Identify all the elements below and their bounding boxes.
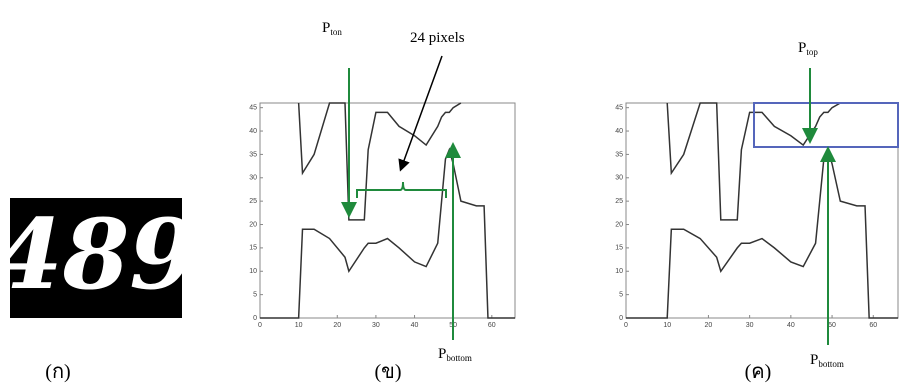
x-tick-label: 50: [828, 322, 836, 329]
x-tick-label: 40: [787, 322, 795, 329]
y-tick-label: 20: [249, 221, 257, 228]
figure: 0 5 10 15 20 25 30 35 40 45 0 10 20 30 40 50 60 0 5 10 15 20 2…: [0, 0, 907, 389]
x-tick-label: 30: [746, 322, 754, 329]
y-tick-label: 30: [249, 175, 257, 182]
x-tick-label: 60: [488, 322, 496, 329]
x-tick-label: 10: [663, 322, 671, 329]
caption: (ค): [745, 361, 772, 383]
y-tick-label: 40: [615, 128, 623, 135]
plot-frame: [260, 103, 515, 318]
annotation: Pton: [322, 20, 342, 37]
x-tick-label: 0: [258, 322, 262, 329]
y-tick-label: 35: [249, 151, 257, 158]
image-text: 489: [0, 198, 196, 311]
annotation: Pbottom: [438, 346, 472, 363]
y-tick-label: 15: [615, 245, 623, 252]
x-tick-label: 30: [372, 322, 380, 329]
y-tick-label: 15: [249, 245, 257, 252]
y-tick-label: 5: [619, 291, 623, 298]
y-tick-label: 10: [249, 268, 257, 275]
y-tick-label: 25: [249, 198, 257, 205]
y-tick-label: 45: [615, 105, 623, 112]
y-tick-label: 40: [249, 128, 257, 135]
caption: (ข): [375, 361, 402, 383]
x-tick-label: 40: [411, 322, 419, 329]
y-tick-label: 45: [249, 105, 257, 112]
y-tick-label: 10: [615, 268, 623, 275]
x-tick-label: 20: [705, 322, 713, 329]
annotation: Pbottom: [810, 352, 844, 369]
y-tick-label: 30: [615, 175, 623, 182]
y-tick-label: 0: [253, 315, 257, 322]
x-tick-label: 60: [869, 322, 877, 329]
x-tick-label: 10: [295, 322, 303, 329]
x-tick-label: 20: [333, 322, 341, 329]
annotation: Ptop: [798, 40, 818, 57]
y-tick-label: 35: [615, 151, 623, 158]
caption: (ก): [45, 361, 70, 383]
y-tick-label: 25: [615, 198, 623, 205]
annotation: 24 pixels: [410, 30, 465, 46]
y-tick-label: 5: [253, 291, 257, 298]
y-tick-label: 20: [615, 221, 623, 228]
x-tick-label: 0: [624, 322, 628, 329]
y-tick-label: 0: [619, 315, 623, 322]
plot-frame: [626, 103, 898, 318]
